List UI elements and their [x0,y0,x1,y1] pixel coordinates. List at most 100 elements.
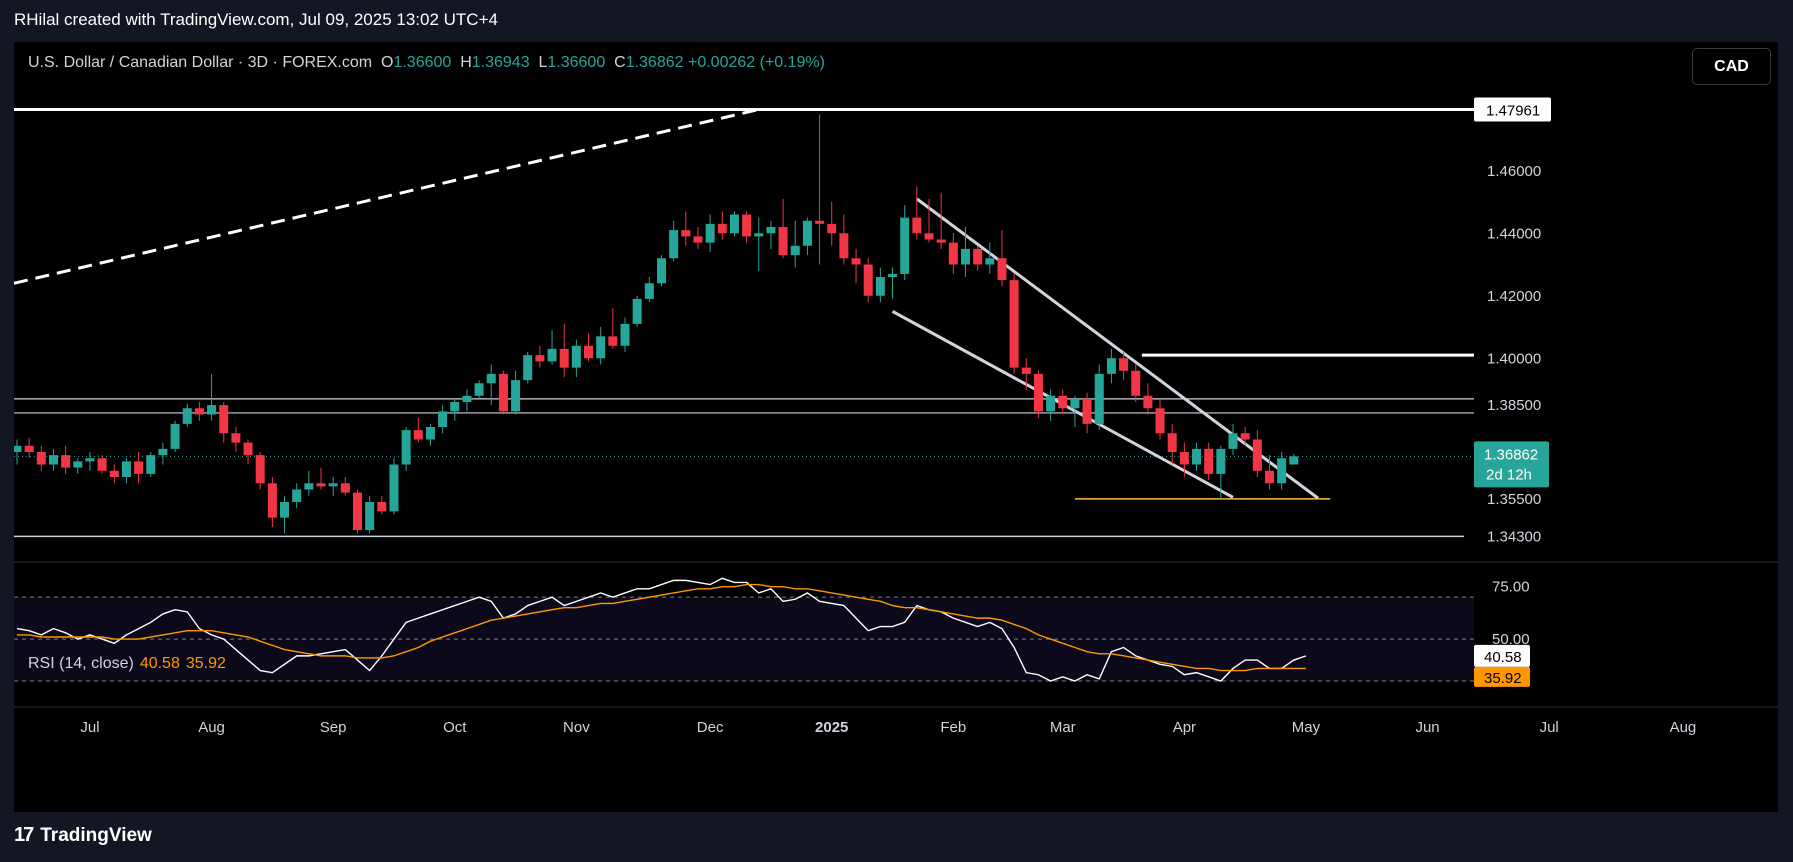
candle-body [1046,395,1056,412]
candle-body [316,483,326,487]
candle-body [547,348,557,362]
price-tick-label: 1.35500 [1487,491,1541,508]
time-axis-label: Mar [1050,719,1076,736]
candle-body [292,489,302,502]
candle-body [304,483,314,490]
candle-body [875,277,885,296]
candle-body [352,492,362,531]
candle-body [936,239,946,243]
candle-body [705,223,715,243]
rsi-ma-line [17,583,1306,672]
tradingview-logo-icon: 17 [14,824,34,846]
change-value: +0.00262 (+0.19%) [687,54,825,71]
candle-body [36,452,46,465]
candle-body [498,373,508,412]
candle-body [559,348,569,368]
candle-body [486,373,496,384]
candle-body [1167,433,1177,452]
dashed-trendline [14,108,760,285]
high-label: H [460,54,472,71]
candle-body [389,464,399,512]
candle-body [1119,358,1129,371]
candle-body [1179,452,1189,465]
candle-body [815,220,825,224]
candle-body [413,430,423,440]
last-price-label: 1.36862 [1484,446,1538,463]
time-axis-label: Aug [1670,719,1697,736]
candle-body [97,458,107,471]
candle-body [1070,398,1080,409]
rsi-value-badge-label: 40.58 [1484,649,1522,666]
candle-body [656,258,666,284]
symbol-title: U.S. Dollar / Canadian Dollar · 3D · FOR… [28,54,373,71]
candle-body [766,227,776,234]
close-label: C [614,54,626,71]
candle-body [1021,367,1031,374]
candle-body [669,230,679,259]
candle-body [121,461,131,477]
candle-body [523,355,533,381]
tradingview-brand: TradingView [40,824,152,846]
candle-body [851,258,861,265]
candle-body [24,445,34,452]
candle-body [1216,448,1226,474]
candle-body [584,345,594,359]
candle-body [243,442,253,456]
high-price-label: 1.47961 [1486,103,1540,120]
candle-body [438,411,448,427]
candle-body [1106,358,1116,374]
candle-body [14,445,22,452]
candle-body [790,245,800,256]
candle-body [754,233,764,237]
candle-body [960,248,970,265]
close-value: 1.36862 [625,54,684,71]
candle-body [146,455,156,474]
time-axis-label: Sep [320,719,347,736]
candle-body [571,345,581,368]
currency-button[interactable]: CAD [1692,48,1771,85]
rsi-line [16,577,1307,682]
candle-body [1143,395,1153,409]
candle-body [328,483,338,487]
candle-body [85,458,95,462]
time-axis-label: Jul [1540,719,1559,736]
candle-body [802,220,812,246]
rsi-ma-badge-label: 35.92 [1484,670,1522,687]
candle-body [997,258,1007,281]
time-axis-label: Jun [1415,719,1439,736]
candle-body [1058,395,1068,409]
candle-body [729,214,739,234]
candle-body [1204,448,1214,474]
candle-body [450,402,460,412]
candle-body [48,455,58,465]
candle-body [511,380,521,412]
price-tick-label: 1.46000 [1487,163,1541,180]
symbol-header: U.S. Dollar / Canadian Dollar · 3D · FOR… [28,54,825,72]
price-chart[interactable]: 1.46000 1.44000 1.42000 1.40000 1.38500 1.355… [14,42,1778,812]
candle-body [1094,373,1104,424]
time-axis-label: Apr [1173,719,1196,736]
candle-body [717,223,727,234]
candle-body [973,248,983,265]
candle-body [888,273,898,277]
candle-body [267,483,277,518]
price-tick-label: 1.44000 [1487,225,1541,242]
candle-body [1228,433,1238,449]
candle-body [280,502,290,518]
candle-body [693,236,703,243]
candle-body [1192,448,1202,465]
candle-body [535,355,545,362]
time-axis-label: Dec [697,719,724,736]
candle-body [255,455,265,484]
candle-body [182,408,192,424]
candle-body [365,502,375,531]
footer-brand[interactable]: 17 TradingView [14,824,152,847]
countdown-label: 2d 12h [1486,466,1532,483]
candle-body [401,430,411,465]
candle-body [778,227,788,256]
candle-body [924,233,934,240]
candle-body [632,298,642,324]
price-tick-label: 1.34300 [1487,528,1541,545]
candle-body [948,242,958,265]
open-label: O [381,54,394,71]
